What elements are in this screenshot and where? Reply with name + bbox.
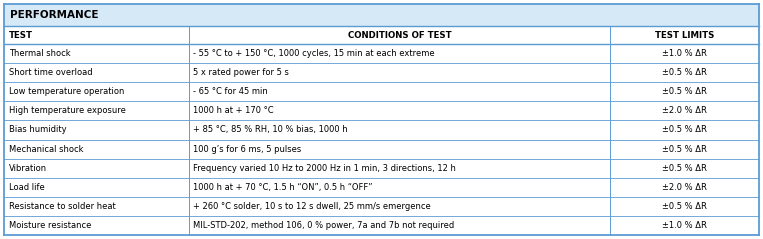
Text: 1000 h at + 170 °C: 1000 h at + 170 °C: [193, 106, 273, 115]
Text: 100 g’s for 6 ms, 5 pulses: 100 g’s for 6 ms, 5 pulses: [193, 145, 301, 153]
Text: MIL-STD-202, method 106, 0 % power, 7a and 7b not required: MIL-STD-202, method 106, 0 % power, 7a a…: [193, 221, 454, 230]
Text: ±0.5 % ΔR: ±0.5 % ΔR: [662, 145, 707, 153]
Text: Frequency varied 10 Hz to 2000 Hz in 1 min, 3 directions, 12 h: Frequency varied 10 Hz to 2000 Hz in 1 m…: [193, 164, 456, 173]
Text: Low temperature operation: Low temperature operation: [8, 87, 124, 96]
Text: Vibration: Vibration: [8, 164, 47, 173]
Text: ±0.5 % ΔR: ±0.5 % ΔR: [662, 202, 707, 211]
Text: Moisture resistance: Moisture resistance: [8, 221, 91, 230]
Text: PERFORMANCE: PERFORMANCE: [10, 10, 98, 20]
Text: ±2.0 % ΔR: ±2.0 % ΔR: [662, 183, 707, 192]
Text: - 65 °C for 45 min: - 65 °C for 45 min: [193, 87, 268, 96]
Text: Load life: Load life: [8, 183, 44, 192]
Text: + 85 °C, 85 % RH, 10 % bias, 1000 h: + 85 °C, 85 % RH, 10 % bias, 1000 h: [193, 125, 347, 135]
Text: Bias humidity: Bias humidity: [8, 125, 66, 135]
Text: High temperature exposure: High temperature exposure: [8, 106, 125, 115]
Text: ±0.5 % ΔR: ±0.5 % ΔR: [662, 125, 707, 135]
Text: - 55 °C to + 150 °C, 1000 cycles, 15 min at each extreme: - 55 °C to + 150 °C, 1000 cycles, 15 min…: [193, 49, 434, 58]
Text: 5 x rated power for 5 s: 5 x rated power for 5 s: [193, 68, 288, 77]
Text: ±1.0 % ΔR: ±1.0 % ΔR: [662, 221, 707, 230]
Bar: [4, 4, 759, 26]
Text: 1000 h at + 70 °C, 1.5 h “ON”, 0.5 h “OFF”: 1000 h at + 70 °C, 1.5 h “ON”, 0.5 h “OF…: [193, 183, 372, 192]
Text: TEST: TEST: [8, 31, 33, 39]
Text: ±1.0 % ΔR: ±1.0 % ΔR: [662, 49, 707, 58]
Text: ±0.5 % ΔR: ±0.5 % ΔR: [662, 164, 707, 173]
Text: Mechanical shock: Mechanical shock: [8, 145, 83, 153]
Text: TEST LIMITS: TEST LIMITS: [655, 31, 714, 39]
Text: CONDITIONS OF TEST: CONDITIONS OF TEST: [348, 31, 452, 39]
Text: Short time overload: Short time overload: [8, 68, 92, 77]
Text: ±2.0 % ΔR: ±2.0 % ΔR: [662, 106, 707, 115]
Text: Thermal shock: Thermal shock: [8, 49, 70, 58]
Text: Resistance to solder heat: Resistance to solder heat: [8, 202, 115, 211]
Text: ±0.5 % ΔR: ±0.5 % ΔR: [662, 68, 707, 77]
Text: ±0.5 % ΔR: ±0.5 % ΔR: [662, 87, 707, 96]
Text: + 260 °C solder, 10 s to 12 s dwell, 25 mm/s emergence: + 260 °C solder, 10 s to 12 s dwell, 25 …: [193, 202, 430, 211]
